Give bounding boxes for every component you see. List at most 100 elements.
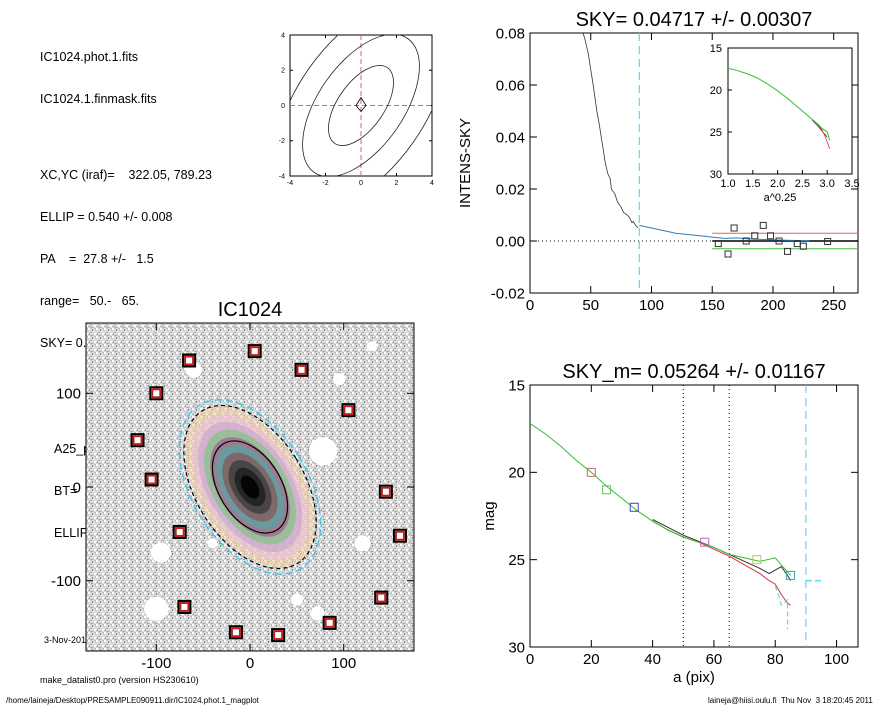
x-tick-label: 150 xyxy=(700,297,725,314)
y-tick-label: 2 xyxy=(281,68,285,75)
y-tick-label: -2 xyxy=(279,138,285,145)
inset-red-line xyxy=(816,124,831,149)
info-ellip: ELLIP = 0.540 +/- 0.008 xyxy=(40,210,173,224)
y-tick-label: -0.02 xyxy=(491,285,525,302)
center-marker xyxy=(355,96,367,113)
x-tick-label: 50 xyxy=(582,297,599,314)
y-tick-label: 15 xyxy=(508,377,525,394)
chart-title: SKY= 0.04717 +/- 0.00307 xyxy=(576,9,813,31)
x-tick-label: 4 xyxy=(430,180,434,187)
info-program: make_datalist0.pro (version HS230610) xyxy=(40,675,199,685)
sky-box-inner xyxy=(132,435,143,446)
masked-star xyxy=(310,606,325,621)
x-tick-label: -2 xyxy=(322,180,328,187)
mag-dark-line xyxy=(652,519,792,581)
contour-line xyxy=(302,35,420,176)
sky-box-inner xyxy=(151,388,162,399)
outer-ellipse xyxy=(178,399,322,575)
inset-y-tick-label: 30 xyxy=(710,169,722,181)
x-tick-label: -100 xyxy=(141,655,171,672)
footer-path: /home/laineja/Desktop/PRESAMPLE090911.di… xyxy=(6,696,259,705)
x-tick-label: 0 xyxy=(526,297,534,314)
info-filename-2: IC1024.1.finmask.fits xyxy=(40,92,157,106)
y-tick-label: 20 xyxy=(508,465,525,482)
inset-x-tick-label: 3.5 xyxy=(844,178,859,190)
y-tick-label: 30 xyxy=(508,639,525,656)
sky-point xyxy=(730,224,738,232)
x-tick-label: 2 xyxy=(395,180,399,187)
sky-box-inner xyxy=(380,486,391,497)
sky-box-inner xyxy=(249,346,260,357)
x-tick-label: 0 xyxy=(526,651,534,668)
x-tick-label: 0 xyxy=(246,655,254,672)
inset-frame xyxy=(727,47,853,175)
y-tick-label: 0.06 xyxy=(496,77,525,94)
sky-box-inner xyxy=(273,630,284,641)
sky-series xyxy=(530,33,858,293)
y-tick-label: 0.02 xyxy=(496,181,525,198)
y-tick-label: -4 xyxy=(279,173,285,180)
masked-star xyxy=(366,341,377,352)
chart-title: SKY_m= 0.05264 +/- 0.01167 xyxy=(562,361,825,383)
mag-red-line xyxy=(652,520,791,606)
sky-profile xyxy=(639,224,810,242)
y-tick-label: 0 xyxy=(281,103,285,110)
sky-point xyxy=(714,240,722,248)
inset-dark-line xyxy=(812,119,828,138)
sky-point xyxy=(759,221,767,229)
sky-box-inner xyxy=(146,474,157,485)
sky-plot: 0 50 100 150 200 250 -0.02 0.00 0.02 0.04 0.06 0.08… xyxy=(457,9,860,314)
plot-frame xyxy=(529,384,859,648)
masked-star xyxy=(150,542,171,563)
image-content xyxy=(130,341,407,643)
fit-ellipse xyxy=(183,404,317,570)
footer-user: laineja@hiisi.oulu.fi Thu Nov 3 18:20:45… xyxy=(708,696,873,705)
x-tick-label: 200 xyxy=(760,297,785,314)
sky-box-inner xyxy=(376,592,387,603)
sky-point xyxy=(775,237,783,245)
sky-box-inner xyxy=(324,617,335,628)
x-tick-label: 80 xyxy=(767,651,784,668)
sky-point xyxy=(824,238,832,246)
sky-box-inner xyxy=(230,627,241,638)
mag-marker xyxy=(629,502,639,512)
mag-marker xyxy=(586,467,596,477)
x-tick-label: 250 xyxy=(821,297,846,314)
mag-marker xyxy=(700,537,710,547)
sky-box-inner xyxy=(343,405,354,416)
plot-frame xyxy=(529,32,859,294)
sky-point xyxy=(742,237,750,245)
y-axis-label: INTENS-SKY xyxy=(457,118,474,208)
sky-box-inner xyxy=(174,526,185,537)
sky-point xyxy=(724,250,732,258)
y-tick-label: 0.04 xyxy=(496,129,525,146)
sky-point xyxy=(799,242,807,250)
mag-green-line xyxy=(530,422,791,576)
contours xyxy=(290,35,432,176)
magnitude-plot: 0 20 40 60 80 100 15 20 25 30 SKY_m= 0.05264 +/- 0… xyxy=(481,361,859,686)
contour-line xyxy=(328,65,394,146)
masked-star xyxy=(354,535,371,552)
center-contour-plot: -4 -2 0 2 4 -4 -2 0 2 4 xyxy=(279,32,434,187)
inset-x-tick-label: 1.5 xyxy=(745,178,760,190)
inset-x-tick-label: 1.0 xyxy=(720,178,735,190)
masked-star xyxy=(309,437,338,466)
inner-ellipse xyxy=(211,440,289,534)
y-tick-label: 4 xyxy=(281,32,285,39)
y-axis-label: mag xyxy=(481,501,498,530)
masked-star xyxy=(333,373,346,386)
sky-box-inner xyxy=(184,355,195,366)
x-tick-label: 100 xyxy=(824,651,849,668)
info-filename-1: IC1024.phot.1.fits xyxy=(40,50,138,64)
info-pa: PA = 27.8 +/- 1.5 xyxy=(40,252,154,266)
mag-marker xyxy=(786,570,796,580)
inset-green-line xyxy=(728,67,831,141)
contour-line xyxy=(290,35,432,176)
x-tick-label: -4 xyxy=(287,180,293,187)
inset-x-label: a^0.25 xyxy=(764,192,797,204)
x-tick-label: 60 xyxy=(706,651,723,668)
y-tick-label: 0 xyxy=(73,479,81,496)
x-axis-label: a (pix) xyxy=(673,669,715,686)
chart-title: IC1024 xyxy=(218,299,283,321)
